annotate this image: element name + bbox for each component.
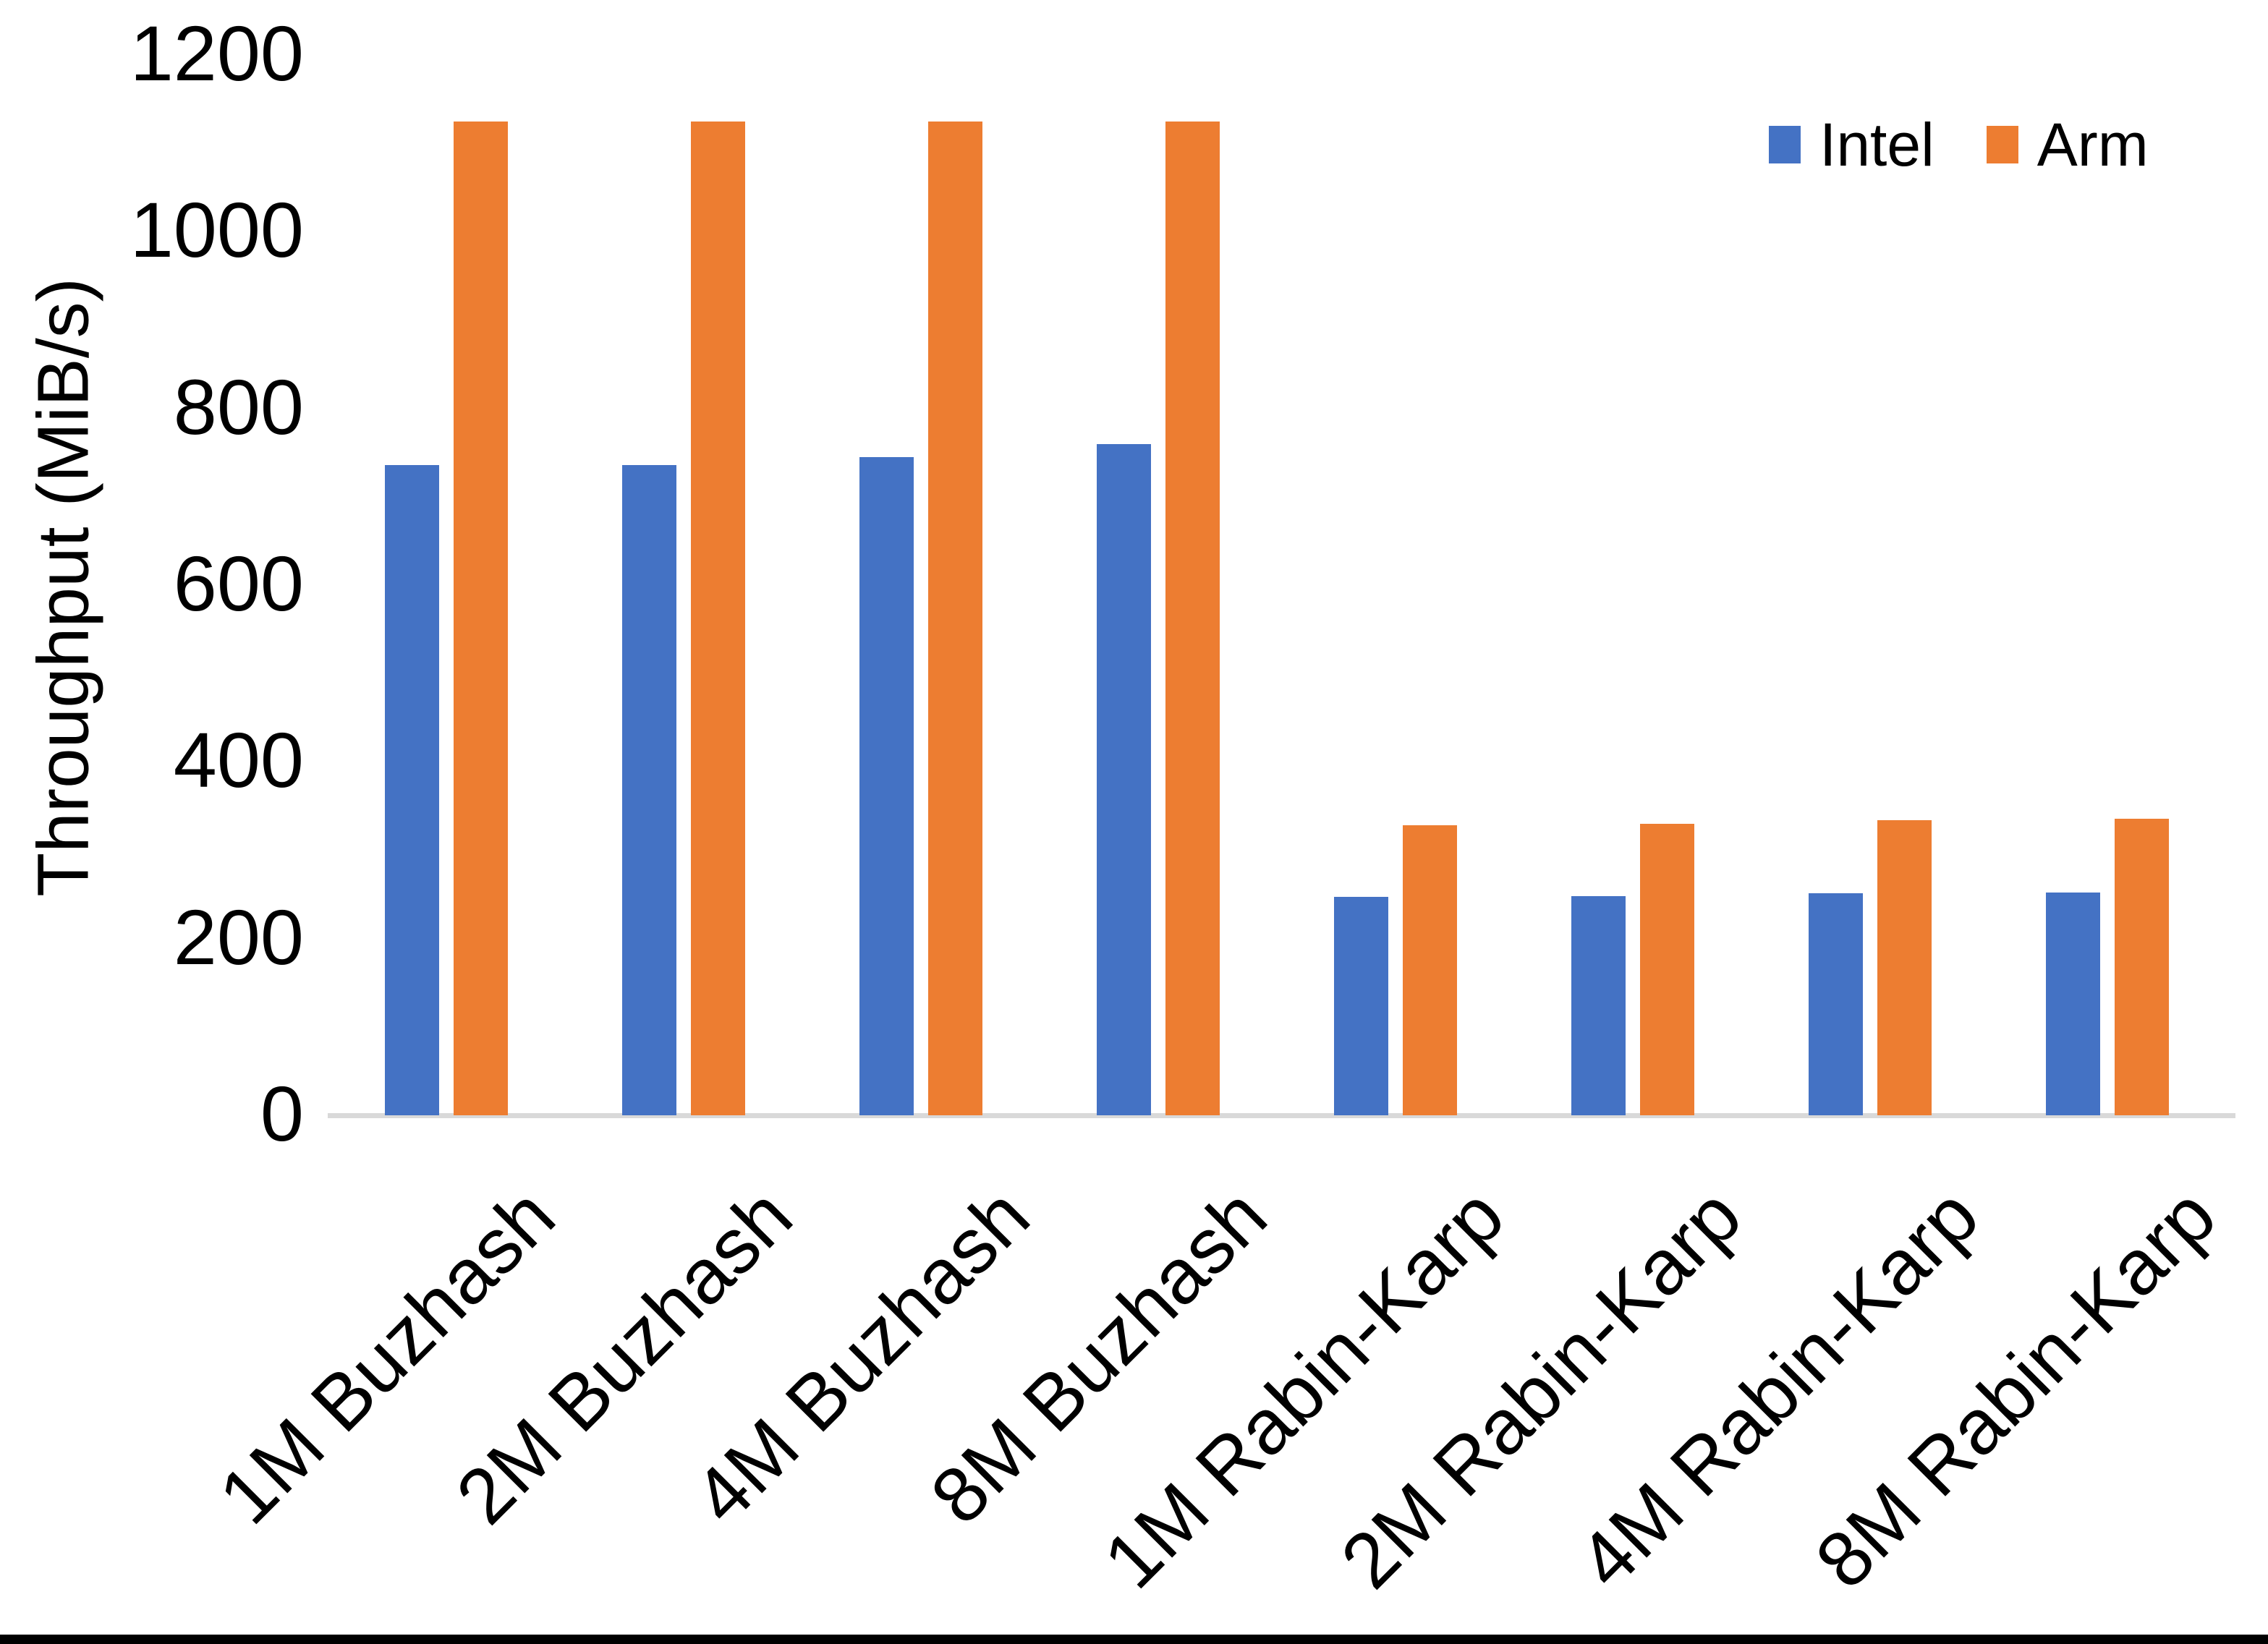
x-tick-label-4m-rabin-karp: 4M Rabin-Karp [1560,1171,1995,1605]
bar-arm-2m-buzhash [691,122,745,1115]
y-tick-label-800: 800 [173,362,304,451]
bar-arm-1m-buzhash [454,122,508,1115]
bar-intel-8m-buzhash [1097,444,1151,1115]
bar-intel-2m-rabin-karp [1571,896,1626,1115]
y-tick-label-200: 200 [173,893,304,981]
y-axis-title: Throughput (MiB/s) [22,278,104,897]
legend-label-arm: Arm [2036,111,2149,179]
bar-arm-4m-rabin-karp [1877,820,1932,1115]
x-axis-line [328,1113,2235,1118]
bar-arm-2m-rabin-karp [1640,824,1694,1115]
x-tick-label-8m-rabin-karp: 8M Rabin-Karp [1798,1171,2232,1605]
bar-intel-1m-rabin-karp [1334,897,1388,1115]
x-tick-label-2m-rabin-karp: 2M Rabin-Karp [1323,1171,1757,1605]
x-tick-label-1m-rabin-karp: 1M Rabin-Karp [1086,1171,1520,1605]
legend-item-intel: Intel [1769,114,1934,175]
bar-arm-4m-buzhash [928,122,982,1115]
plot-area [328,55,2226,1115]
bar-arm-8m-buzhash [1165,122,1220,1115]
bar-intel-1m-buzhash [385,465,439,1115]
page-bottom-border [0,1635,2268,1644]
legend-swatch-arm [1986,126,2018,163]
bar-arm-8m-rabin-karp [2115,819,2169,1115]
y-tick-label-1200: 1200 [129,9,304,97]
bar-arm-1m-rabin-karp [1403,825,1457,1115]
legend-item-arm: Arm [1986,111,2149,179]
bar-intel-4m-rabin-karp [1809,893,1863,1115]
y-tick-label-0: 0 [260,1070,304,1157]
y-tick-label-1000: 1000 [129,186,304,274]
bar-intel-2m-buzhash [622,465,676,1115]
y-tick-label-400: 400 [173,716,304,804]
bar-intel-8m-rabin-karp [2046,893,2100,1115]
legend: Intel Arm [1769,114,2149,175]
legend-label-intel: Intel [1819,111,1934,179]
legend-swatch-intel [1769,126,1801,163]
bar-intel-4m-buzhash [859,457,914,1115]
y-tick-label-600: 600 [173,540,304,627]
